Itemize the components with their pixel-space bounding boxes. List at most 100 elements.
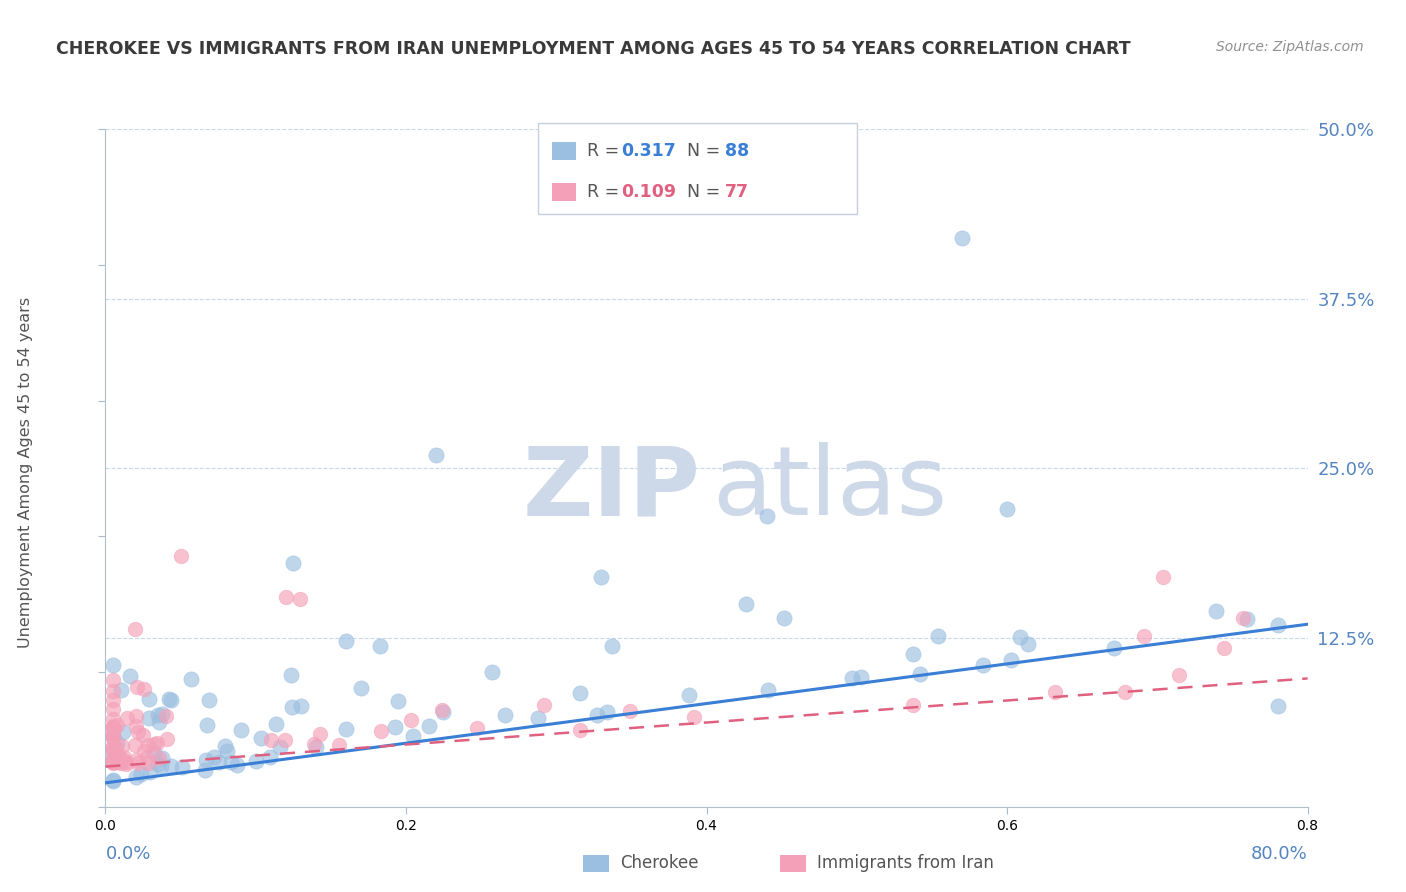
Point: [125, 753, 148, 767]
Point: [1017, 637, 1039, 651]
Point: [219, 756, 242, 770]
Point: [586, 707, 609, 722]
Point: [138, 738, 160, 752]
Point: [1133, 629, 1156, 643]
Point: [101, 724, 124, 739]
Text: N =: N =: [676, 142, 725, 160]
Text: 77: 77: [725, 183, 749, 202]
Point: [125, 719, 148, 733]
Text: 0.0%: 0.0%: [105, 845, 150, 863]
Point: [150, 751, 173, 765]
Text: Cherokee: Cherokee: [620, 855, 699, 872]
Point: [527, 711, 550, 725]
Point: [432, 705, 454, 719]
Point: [124, 770, 146, 784]
Point: [208, 756, 231, 770]
Point: [756, 682, 779, 697]
Point: [101, 752, 124, 766]
Point: [112, 750, 135, 764]
Text: Immigrants from Iran: Immigrants from Iran: [817, 855, 994, 872]
Point: [995, 502, 1018, 516]
Text: Source: ZipAtlas.com: Source: ZipAtlas.com: [1216, 40, 1364, 54]
Point: [127, 756, 149, 770]
Point: [350, 681, 373, 696]
Point: [105, 751, 128, 765]
Point: [335, 723, 357, 737]
Point: [368, 639, 391, 653]
Point: [841, 672, 863, 686]
Text: CHEROKEE VS IMMIGRANTS FROM IRAN UNEMPLOYMENT AMONG AGES 45 TO 54 YEARS CORRELAT: CHEROKEE VS IMMIGRANTS FROM IRAN UNEMPLO…: [56, 40, 1130, 58]
Point: [101, 719, 124, 733]
Point: [569, 723, 592, 737]
Point: [104, 740, 127, 755]
Point: [1102, 640, 1125, 655]
Point: [129, 767, 152, 781]
Point: [195, 718, 218, 732]
Point: [148, 715, 170, 730]
Point: [772, 611, 794, 625]
Point: [111, 739, 134, 753]
Point: [226, 758, 249, 772]
Point: [194, 763, 217, 777]
Point: [139, 765, 162, 780]
Point: [110, 756, 132, 771]
Point: [101, 756, 124, 770]
Point: [1043, 685, 1066, 699]
Point: [115, 755, 138, 769]
Point: [302, 737, 325, 751]
Point: [101, 730, 124, 744]
Point: [309, 726, 332, 740]
Point: [101, 657, 124, 672]
Text: N =: N =: [676, 183, 725, 202]
Point: [120, 669, 142, 683]
Point: [335, 633, 357, 648]
Text: ZIP: ZIP: [523, 442, 700, 535]
Point: [910, 666, 932, 681]
Point: [387, 694, 409, 708]
Text: 80.0%: 80.0%: [1251, 845, 1308, 863]
Point: [1168, 668, 1191, 682]
Point: [136, 750, 159, 764]
Point: [101, 729, 124, 743]
Point: [1236, 612, 1258, 626]
Point: [101, 712, 124, 726]
Point: [849, 670, 872, 684]
Point: [125, 680, 148, 694]
Point: [1152, 570, 1174, 584]
Point: [269, 739, 291, 754]
Point: [169, 549, 191, 564]
Point: [735, 597, 758, 611]
Point: [103, 721, 125, 735]
Point: [101, 755, 124, 769]
Point: [305, 739, 328, 754]
Point: [264, 717, 287, 731]
Point: [903, 647, 925, 661]
Point: [619, 704, 641, 718]
Point: [108, 751, 131, 765]
Point: [950, 231, 973, 245]
Point: [115, 757, 138, 772]
Point: [288, 592, 311, 607]
Point: [245, 754, 267, 768]
Point: [142, 738, 165, 752]
Point: [1114, 684, 1136, 698]
Point: [600, 640, 623, 654]
Point: [280, 668, 302, 682]
Point: [678, 688, 700, 702]
Point: [124, 738, 146, 752]
Point: [105, 748, 128, 763]
Point: [148, 751, 170, 765]
Point: [146, 708, 169, 723]
Point: [132, 681, 155, 696]
Point: [533, 698, 555, 713]
Point: [112, 753, 135, 767]
Point: [101, 756, 124, 770]
Point: [124, 623, 146, 637]
Point: [1213, 641, 1236, 656]
Point: [250, 731, 273, 746]
Point: [101, 731, 124, 745]
Point: [197, 693, 219, 707]
Point: [399, 714, 422, 728]
Point: [101, 693, 124, 707]
Point: [290, 699, 312, 714]
